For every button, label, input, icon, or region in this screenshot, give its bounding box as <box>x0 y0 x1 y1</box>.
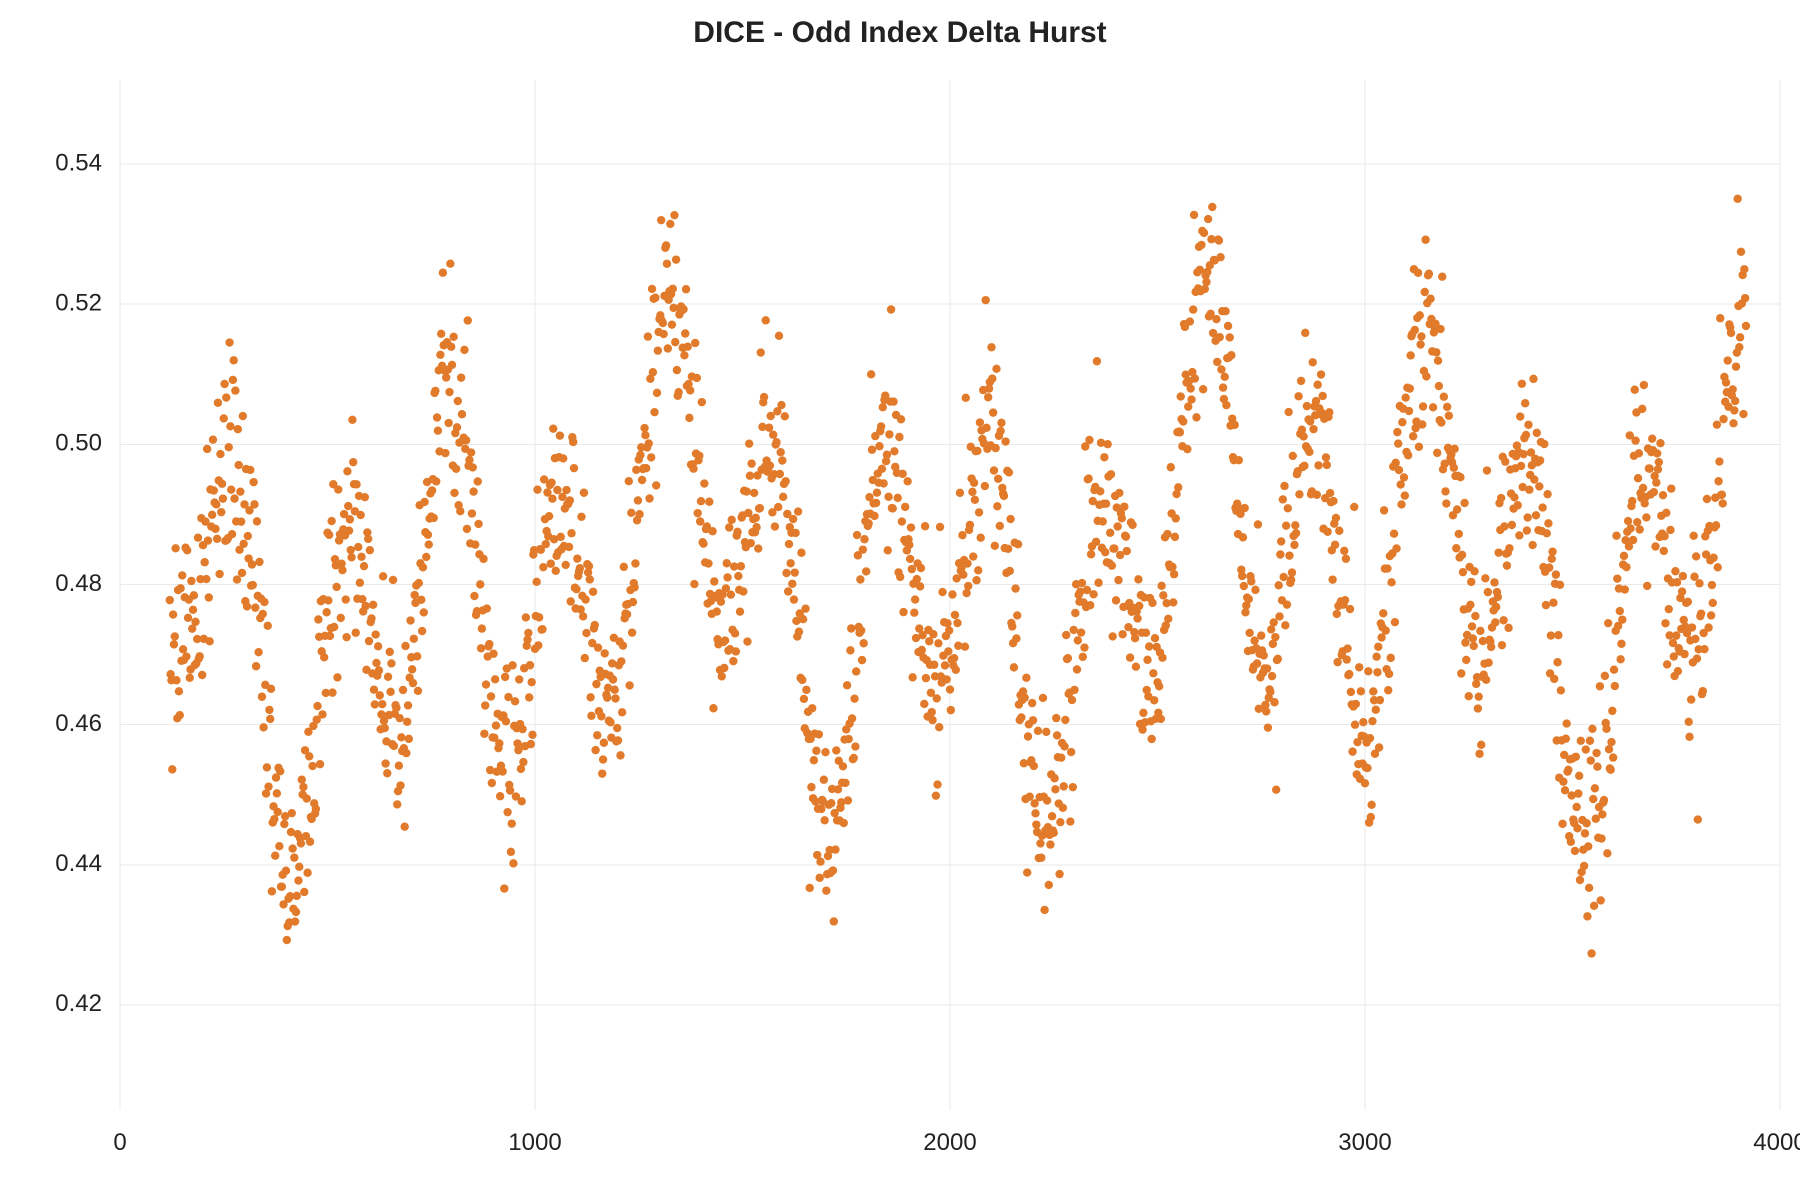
chart-title: DICE - Odd Index Delta Hurst <box>0 16 1800 50</box>
x-tick-label: 3000 <box>1338 1129 1391 1156</box>
x-tick-label: 2000 <box>923 1129 976 1156</box>
y-tick-label: 0.50 <box>55 430 102 457</box>
x-axis-ticks: 0 1000 2000 3000 4000 <box>113 1129 1800 1156</box>
y-tick-label: 0.44 <box>55 850 102 877</box>
scatter-chart: 0.42 0.44 0.46 0.48 0.50 0.52 0.54 0 1000 2000 300… <box>0 0 1800 1200</box>
y-tick-label: 0.46 <box>55 710 102 737</box>
y-tick-label: 0.52 <box>55 290 102 317</box>
y-tick-label: 0.42 <box>55 990 102 1017</box>
x-tick-label: 0 <box>113 1129 126 1156</box>
chart-container: DICE - Odd Index Delta Hurst 0.420.440.4… <box>0 0 1800 1200</box>
x-tick-label: 4000 <box>1753 1129 1800 1156</box>
y-tick-label: 0.54 <box>55 149 102 176</box>
x-tick-label: 1000 <box>508 1129 561 1156</box>
y-axis-ticks: 0.42 0.44 0.46 0.48 0.50 0.52 0.54 <box>55 149 102 1017</box>
y-tick-label: 0.48 <box>55 570 102 597</box>
